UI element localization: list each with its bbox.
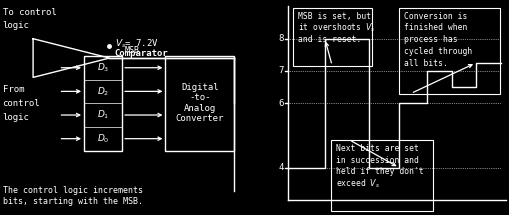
Bar — [293, 8, 372, 66]
Text: exceed $V_s$: exceed $V_s$ — [336, 178, 380, 190]
Bar — [331, 140, 433, 211]
Text: $D_2$: $D_2$ — [97, 85, 109, 98]
Text: 7: 7 — [278, 66, 284, 75]
Text: MSB is set, but: MSB is set, but — [298, 12, 371, 21]
Text: $D_3$: $D_3$ — [97, 61, 109, 74]
Text: logic: logic — [3, 21, 30, 30]
Bar — [165, 56, 234, 150]
Text: $D_1$: $D_1$ — [97, 109, 109, 121]
Text: all bits.: all bits. — [404, 59, 447, 68]
Text: 6: 6 — [278, 99, 284, 108]
Text: and is reset.: and is reset. — [298, 35, 361, 44]
Text: cycled through: cycled through — [404, 47, 472, 56]
Text: bits, starting with the MSB.: bits, starting with the MSB. — [3, 197, 143, 206]
Text: $V_s$= 7.2V: $V_s$= 7.2V — [115, 38, 158, 50]
Text: control: control — [3, 99, 40, 108]
Text: Next bits are set: Next bits are set — [336, 144, 419, 153]
Text: The control logic increments: The control logic increments — [3, 186, 143, 195]
Text: it overshoots $V_s$: it overshoots $V_s$ — [298, 22, 376, 34]
Text: finished when: finished when — [404, 23, 467, 32]
Text: Digital
-to-
Analog
Converter: Digital -to- Analog Converter — [176, 83, 224, 123]
Text: in succession and: in succession and — [336, 156, 419, 165]
Text: To control: To control — [3, 8, 56, 17]
Text: 8: 8 — [278, 34, 284, 43]
Text: From: From — [3, 85, 24, 94]
Text: MSB: MSB — [125, 46, 139, 55]
Text: logic: logic — [3, 113, 30, 122]
Bar — [399, 8, 500, 94]
Text: $D_0$: $D_0$ — [97, 132, 109, 145]
Text: process has: process has — [404, 35, 457, 44]
Text: held if they don't: held if they don't — [336, 167, 423, 177]
Bar — [84, 56, 122, 150]
Text: 4: 4 — [278, 163, 284, 172]
Text: Conversion is: Conversion is — [404, 12, 467, 21]
Text: Comparator: Comparator — [115, 49, 168, 58]
